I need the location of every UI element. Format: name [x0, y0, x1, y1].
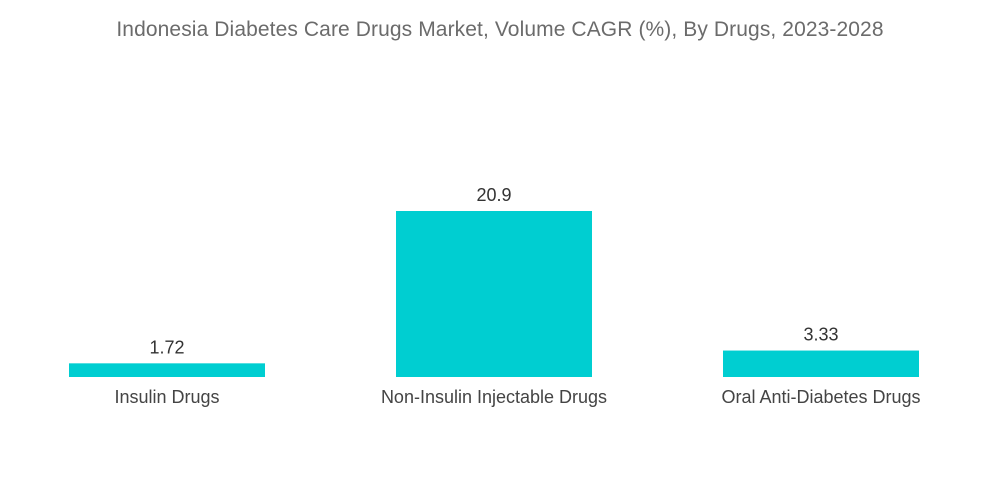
bar-1: [69, 363, 265, 377]
data-label-3: 3.33: [803, 325, 838, 345]
category-label-1: Insulin Drugs: [114, 387, 219, 407]
chart-title: Indonesia Diabetes Care Drugs Market, Vo…: [116, 18, 884, 41]
category-label-3: Oral Anti-Diabetes Drugs: [721, 387, 920, 407]
bar-2: [396, 211, 592, 377]
data-label-1: 1.72: [149, 337, 184, 357]
bar-3: [723, 350, 919, 377]
data-label-2: 20.9: [476, 185, 511, 205]
category-label-2: Non-Insulin Injectable Drugs: [381, 387, 607, 407]
